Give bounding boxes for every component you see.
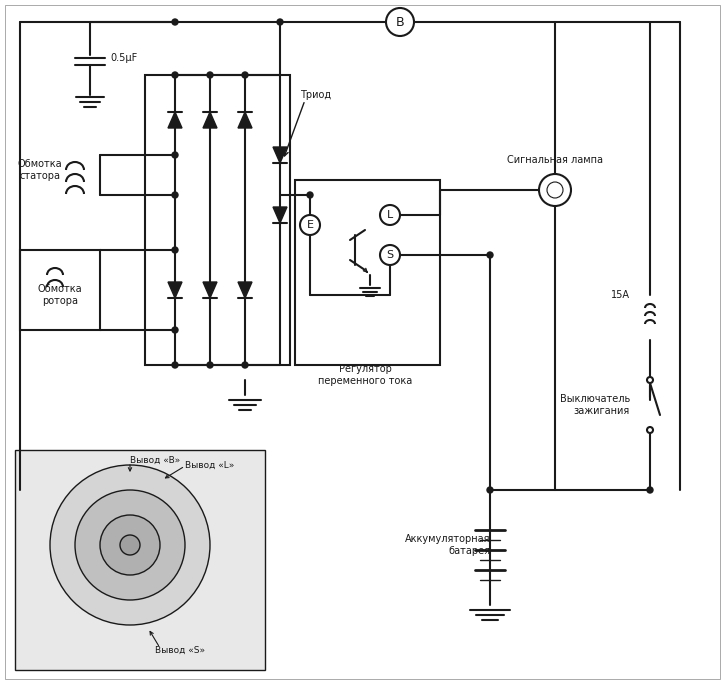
Text: Сигнальная лампа: Сигнальная лампа bbox=[507, 155, 603, 165]
Bar bbox=[145, 75, 290, 365]
Circle shape bbox=[100, 515, 160, 575]
Circle shape bbox=[487, 487, 493, 493]
Text: Вывод «S»: Вывод «S» bbox=[155, 646, 205, 655]
Circle shape bbox=[380, 245, 400, 265]
Circle shape bbox=[172, 192, 178, 198]
Text: 0.5μF: 0.5μF bbox=[110, 53, 137, 63]
Polygon shape bbox=[203, 112, 217, 128]
Text: Вывод «L»: Вывод «L» bbox=[185, 460, 234, 469]
Text: B: B bbox=[396, 16, 405, 29]
Text: Регулятор
переменного тока: Регулятор переменного тока bbox=[318, 364, 412, 386]
Circle shape bbox=[647, 377, 653, 383]
Circle shape bbox=[647, 487, 653, 493]
Circle shape bbox=[172, 152, 178, 158]
Circle shape bbox=[380, 205, 400, 225]
Circle shape bbox=[277, 19, 283, 25]
Circle shape bbox=[539, 174, 571, 206]
Text: S: S bbox=[386, 250, 394, 260]
Text: 15A: 15A bbox=[611, 290, 630, 300]
Polygon shape bbox=[273, 207, 287, 223]
Circle shape bbox=[50, 465, 210, 625]
Polygon shape bbox=[238, 112, 252, 128]
Circle shape bbox=[172, 327, 178, 333]
Circle shape bbox=[207, 72, 213, 78]
Text: Триод: Триод bbox=[300, 90, 331, 100]
Circle shape bbox=[120, 535, 140, 555]
Text: Вывод «B»: Вывод «B» bbox=[130, 456, 181, 464]
Circle shape bbox=[172, 362, 178, 368]
Polygon shape bbox=[168, 282, 182, 298]
Bar bbox=[295, 180, 440, 365]
Circle shape bbox=[75, 490, 185, 600]
Polygon shape bbox=[238, 282, 252, 298]
Polygon shape bbox=[203, 282, 217, 298]
Circle shape bbox=[647, 427, 653, 433]
Polygon shape bbox=[168, 112, 182, 128]
Text: Обмотка
статора: Обмотка статора bbox=[17, 159, 62, 181]
Circle shape bbox=[172, 19, 178, 25]
Circle shape bbox=[172, 247, 178, 253]
Circle shape bbox=[207, 362, 213, 368]
Text: Обмотка
ротора: Обмотка ротора bbox=[38, 284, 83, 306]
Circle shape bbox=[242, 72, 248, 78]
Text: Аккумуляторная
батарея: Аккумуляторная батарея bbox=[405, 534, 490, 556]
Circle shape bbox=[487, 252, 493, 258]
Text: Выключатель
зажигания: Выключатель зажигания bbox=[560, 394, 630, 416]
Circle shape bbox=[307, 192, 313, 198]
Circle shape bbox=[172, 72, 178, 78]
Bar bbox=[15, 450, 265, 670]
Circle shape bbox=[242, 362, 248, 368]
Polygon shape bbox=[273, 147, 287, 163]
Text: E: E bbox=[307, 220, 313, 230]
Circle shape bbox=[300, 215, 320, 235]
Text: L: L bbox=[387, 210, 393, 220]
Bar bbox=[20, 250, 100, 330]
Circle shape bbox=[547, 182, 563, 198]
Circle shape bbox=[386, 8, 414, 36]
